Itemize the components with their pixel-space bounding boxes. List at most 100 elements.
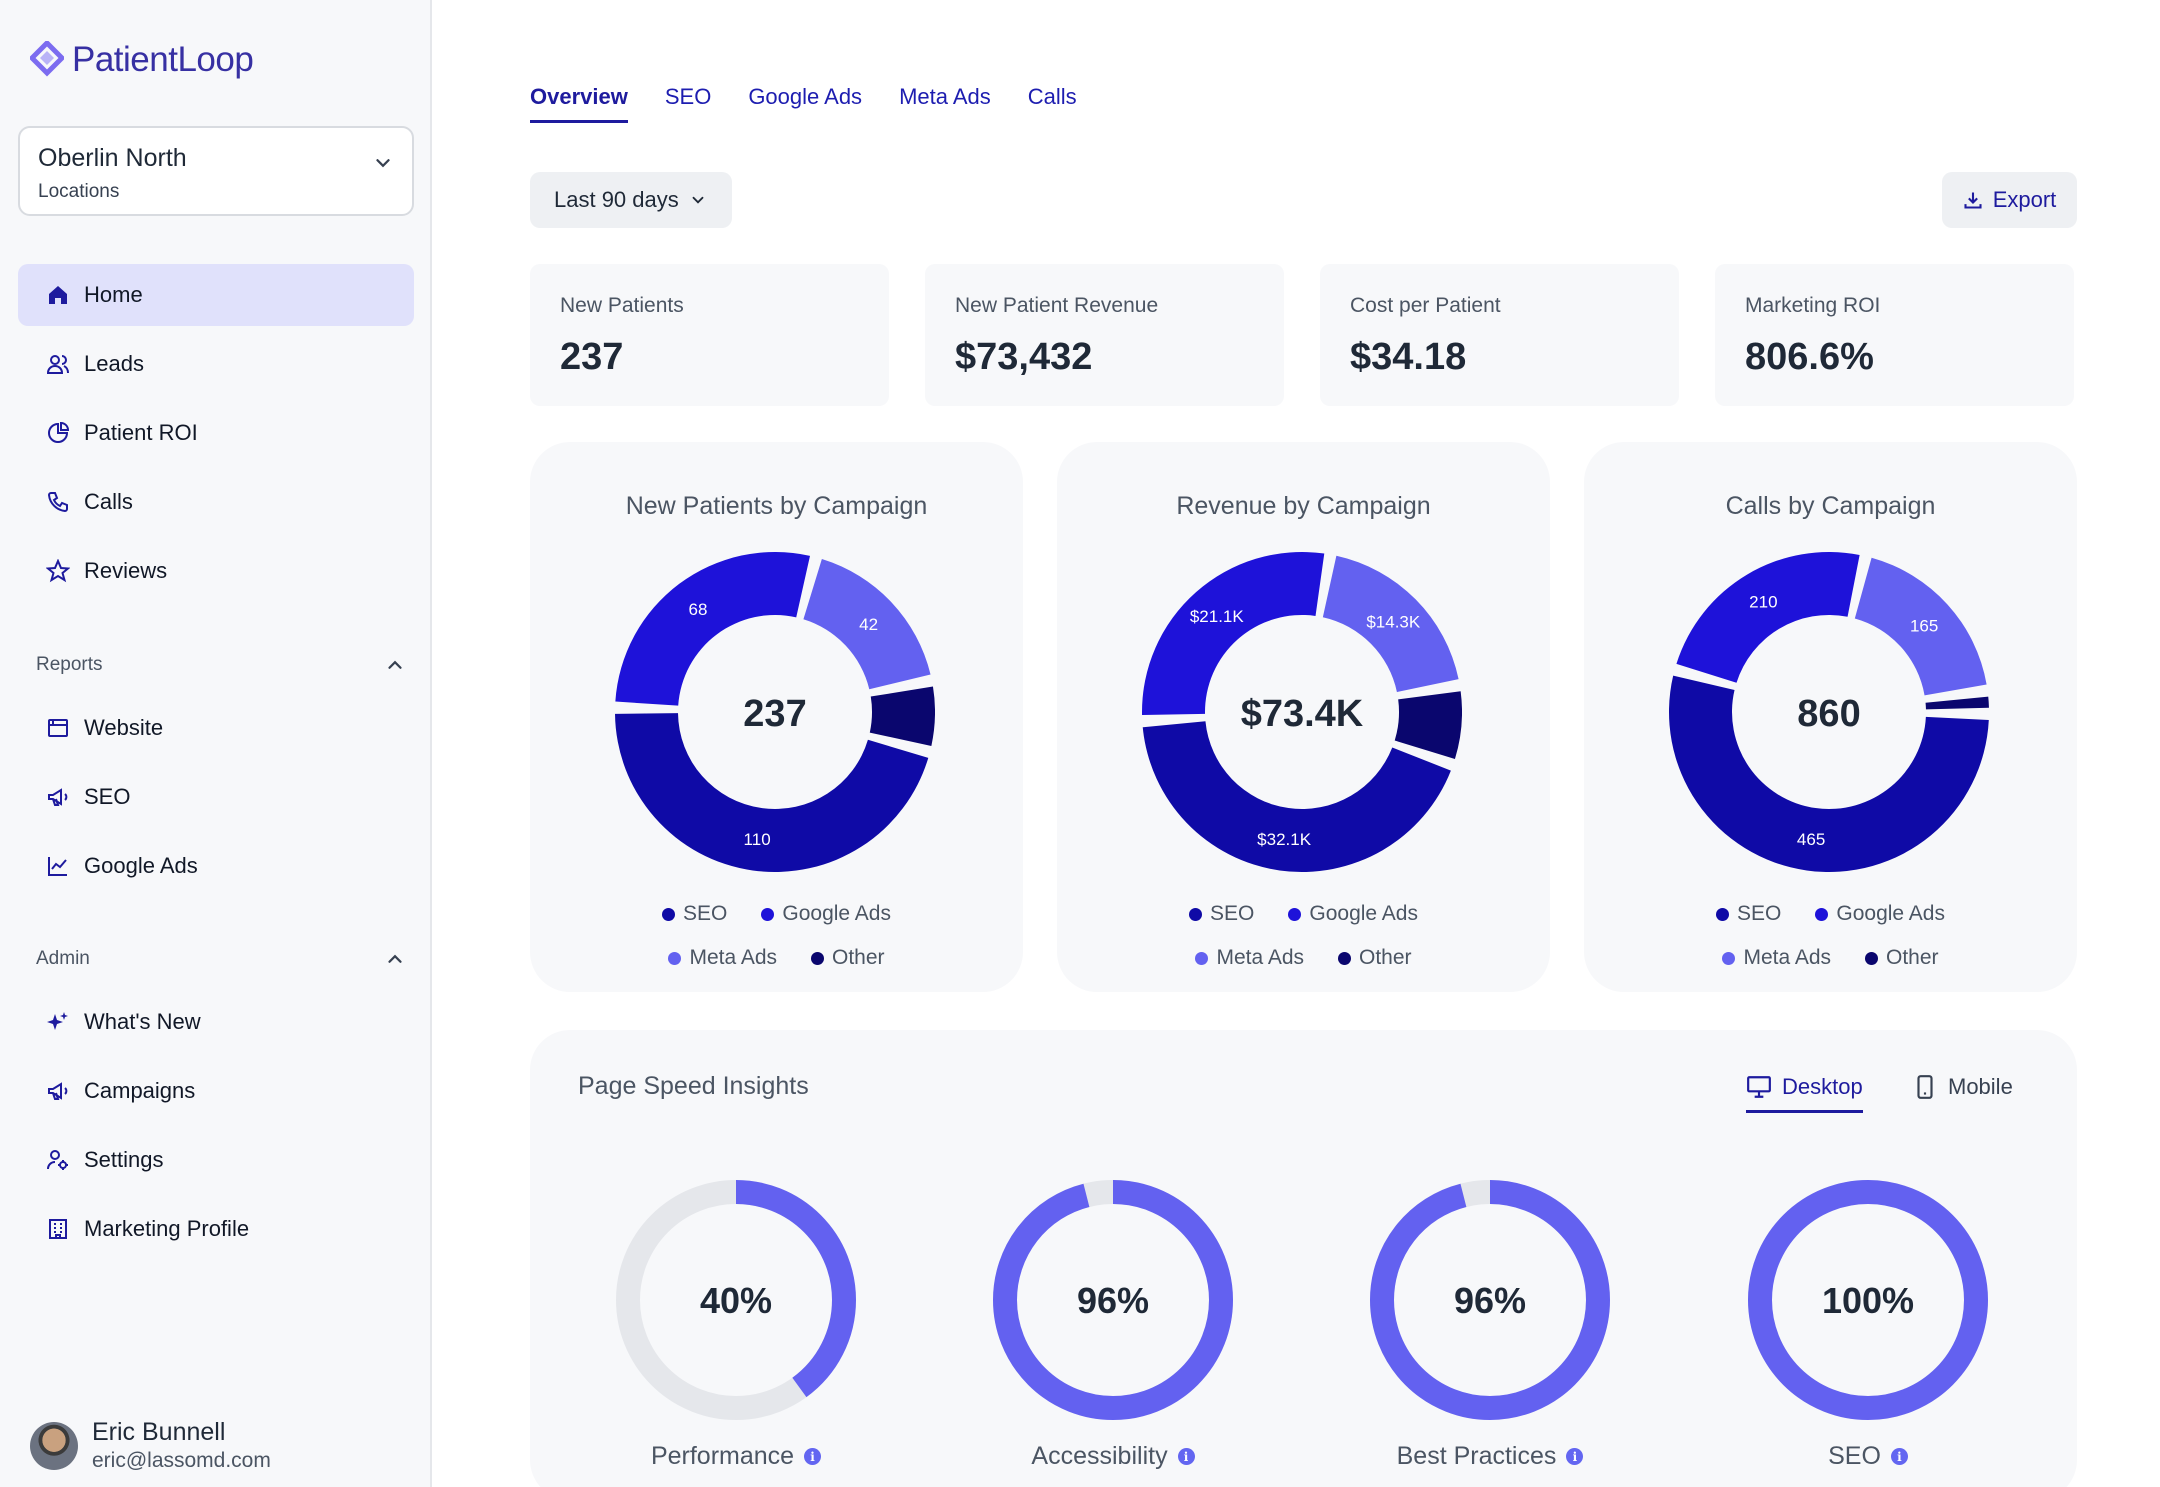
legend-label: SEO bbox=[1737, 902, 1782, 925]
tab-seo[interactable]: SEO bbox=[664, 84, 712, 109]
nav-item-website[interactable]: Website bbox=[18, 697, 414, 759]
kpi-cost-per-patient: Cost per Patient $34.18 bbox=[1320, 264, 1679, 406]
legend-label: Other bbox=[1359, 946, 1412, 969]
nav-item-patient-roi[interactable]: Patient ROI bbox=[18, 402, 414, 464]
legend-item-meta-ads[interactable]: Meta Ads bbox=[1722, 946, 1831, 970]
page-speed-insights-card: Page Speed Insights Desktop Mobile 40% 9… bbox=[530, 1030, 2077, 1487]
date-range-label: Last 90 days bbox=[554, 187, 679, 212]
nav-label: Website bbox=[84, 715, 164, 740]
legend-label: Meta Ads bbox=[1743, 946, 1832, 969]
nav-item-home[interactable]: Home bbox=[18, 264, 414, 326]
legend-item-meta-ads[interactable]: Meta Ads bbox=[1195, 946, 1304, 970]
donut-segment-seo[interactable] bbox=[1142, 721, 1451, 872]
legend-item-seo[interactable]: SEO bbox=[1716, 902, 1781, 926]
tab-mobile[interactable]: Mobile bbox=[1912, 1074, 2013, 1110]
gauge-label-text: SEO bbox=[1828, 1442, 1881, 1470]
tab-meta-ads[interactable]: Meta Ads bbox=[899, 84, 991, 109]
chart-card-new-patients: New Patients by Campaign 110 68 42 237 SEO … bbox=[530, 442, 1023, 992]
gauge-label-seo: SEO i bbox=[1718, 1442, 2018, 1471]
tab-google-ads[interactable]: Google Ads bbox=[748, 84, 863, 109]
location-select[interactable]: Oberlin North Locations bbox=[18, 126, 414, 216]
info-icon[interactable]: i bbox=[804, 1448, 822, 1465]
nav-label: Campaigns bbox=[84, 1078, 196, 1103]
gauge-performance: 40% bbox=[616, 1180, 856, 1420]
donut-segment-meta-ads[interactable] bbox=[1322, 555, 1459, 693]
donut-segment-other[interactable] bbox=[1925, 696, 1989, 710]
nav-item-reviews[interactable]: Reviews bbox=[18, 540, 414, 602]
reports-section-header[interactable]: Reports bbox=[36, 654, 406, 676]
donut-segment-seo[interactable] bbox=[1669, 675, 1989, 872]
gauge-fill bbox=[993, 1180, 1233, 1420]
avatar bbox=[30, 1421, 78, 1470]
download-icon bbox=[1964, 192, 1982, 209]
tab-desktop[interactable]: Desktop bbox=[1746, 1074, 1863, 1113]
gauge-label-accessibility: Accessibility i bbox=[963, 1442, 1263, 1471]
nav-item-settings[interactable]: Settings bbox=[18, 1129, 414, 1191]
donut-segment-seo[interactable] bbox=[615, 713, 929, 872]
line-chart-icon bbox=[48, 857, 67, 876]
logo-icon bbox=[30, 41, 64, 77]
nav-item-marketing-profile[interactable]: Marketing Profile bbox=[18, 1198, 414, 1260]
date-range-dropdown[interactable]: Last 90 days bbox=[530, 172, 732, 228]
user-gear-icon bbox=[47, 1150, 68, 1170]
chart-title: Revenue by Campaign bbox=[1176, 492, 1431, 520]
chart-legend: SEO Google Ads bbox=[1584, 902, 2077, 926]
legend-item-google-ads[interactable]: Google Ads bbox=[1288, 902, 1418, 926]
info-icon[interactable]: i bbox=[1890, 1448, 1908, 1465]
chart-legend: Meta Ads Other bbox=[1584, 946, 2077, 970]
donut-segment-google-ads[interactable] bbox=[615, 552, 810, 706]
browser-icon bbox=[48, 719, 68, 737]
tab-calls[interactable]: Calls bbox=[1027, 84, 1077, 109]
psi-title: Page Speed Insights bbox=[578, 1072, 809, 1100]
user-profile[interactable]: Eric Bunnell eric@lassomd.com bbox=[30, 1418, 271, 1473]
legend-item-other[interactable]: Other bbox=[811, 946, 885, 970]
donut-label-meta-ads: 42 bbox=[859, 615, 878, 634]
nav-item-campaigns[interactable]: Campaigns bbox=[18, 1060, 414, 1122]
chart-card-calls: Calls by Campaign 465 210 165 860 SEO Googl… bbox=[1584, 442, 2077, 992]
donut-segment-meta-ads[interactable] bbox=[1854, 557, 1987, 696]
gauge-label-text: Best Practices bbox=[1396, 1442, 1557, 1470]
donut-segment-google-ads[interactable] bbox=[1142, 552, 1325, 716]
legend-item-other[interactable]: Other bbox=[1338, 946, 1412, 970]
legend-item-seo[interactable]: SEO bbox=[662, 902, 727, 926]
kpi-label: Marketing ROI bbox=[1745, 294, 1881, 317]
donut-chart-revenue: $32.1K $21.1K $14.3K $73.4K bbox=[1142, 552, 1462, 872]
nav-item-leads[interactable]: Leads bbox=[18, 333, 414, 395]
donut-segment-other[interactable] bbox=[869, 686, 935, 746]
location-sub: Locations bbox=[38, 181, 120, 202]
mobile-icon bbox=[1917, 1075, 1933, 1099]
legend-item-google-ads[interactable]: Google Ads bbox=[1815, 902, 1945, 926]
legend-item-seo[interactable]: SEO bbox=[1189, 902, 1254, 926]
nav-item-calls[interactable]: Calls bbox=[18, 471, 414, 533]
tab-label: Desktop bbox=[1782, 1074, 1863, 1099]
legend-label: Meta Ads bbox=[1216, 946, 1305, 969]
nav-item-seo[interactable]: SEO bbox=[18, 766, 414, 828]
sparkles-icon bbox=[47, 1012, 68, 1030]
nav-item-google-ads[interactable]: Google Ads bbox=[18, 835, 414, 897]
megaphone-icon bbox=[48, 788, 68, 806]
info-icon[interactable]: i bbox=[1177, 1448, 1195, 1465]
gauge-seo: 100% bbox=[1748, 1180, 1988, 1420]
export-button[interactable]: Export bbox=[1942, 172, 2077, 228]
donut-center-total: 237 bbox=[743, 693, 806, 735]
gauge-label-best-practices: Best Practices i bbox=[1340, 1442, 1640, 1471]
info-icon[interactable]: i bbox=[1566, 1448, 1584, 1465]
brand-logo[interactable]: PatientLoop bbox=[30, 40, 254, 80]
legend-item-other[interactable]: Other bbox=[1865, 946, 1939, 970]
donut-segment-other[interactable] bbox=[1394, 691, 1462, 759]
nav-item-whats-new[interactable]: What's New bbox=[18, 991, 414, 1053]
kpi-label: New Patient Revenue bbox=[955, 294, 1159, 317]
gauge-label-performance: Performance i bbox=[586, 1442, 886, 1471]
nav-label: Leads bbox=[84, 351, 144, 376]
legend-item-google-ads[interactable]: Google Ads bbox=[761, 902, 891, 926]
pie-chart-icon bbox=[48, 421, 70, 443]
tab-overview[interactable]: Overview bbox=[530, 84, 628, 123]
gauge-best-practices: 96% bbox=[1370, 1180, 1610, 1420]
legend-item-meta-ads[interactable]: Meta Ads bbox=[668, 946, 777, 970]
donut-segment-google-ads[interactable] bbox=[1676, 552, 1860, 683]
legend-label: Meta Ads bbox=[689, 946, 778, 969]
admin-section-header[interactable]: Admin bbox=[36, 948, 406, 970]
chart-card-revenue: Revenue by Campaign $32.1K $21.1K $14.3K $7… bbox=[1057, 442, 1550, 992]
building-icon bbox=[49, 1219, 67, 1239]
donut-segment-meta-ads[interactable] bbox=[803, 559, 931, 690]
